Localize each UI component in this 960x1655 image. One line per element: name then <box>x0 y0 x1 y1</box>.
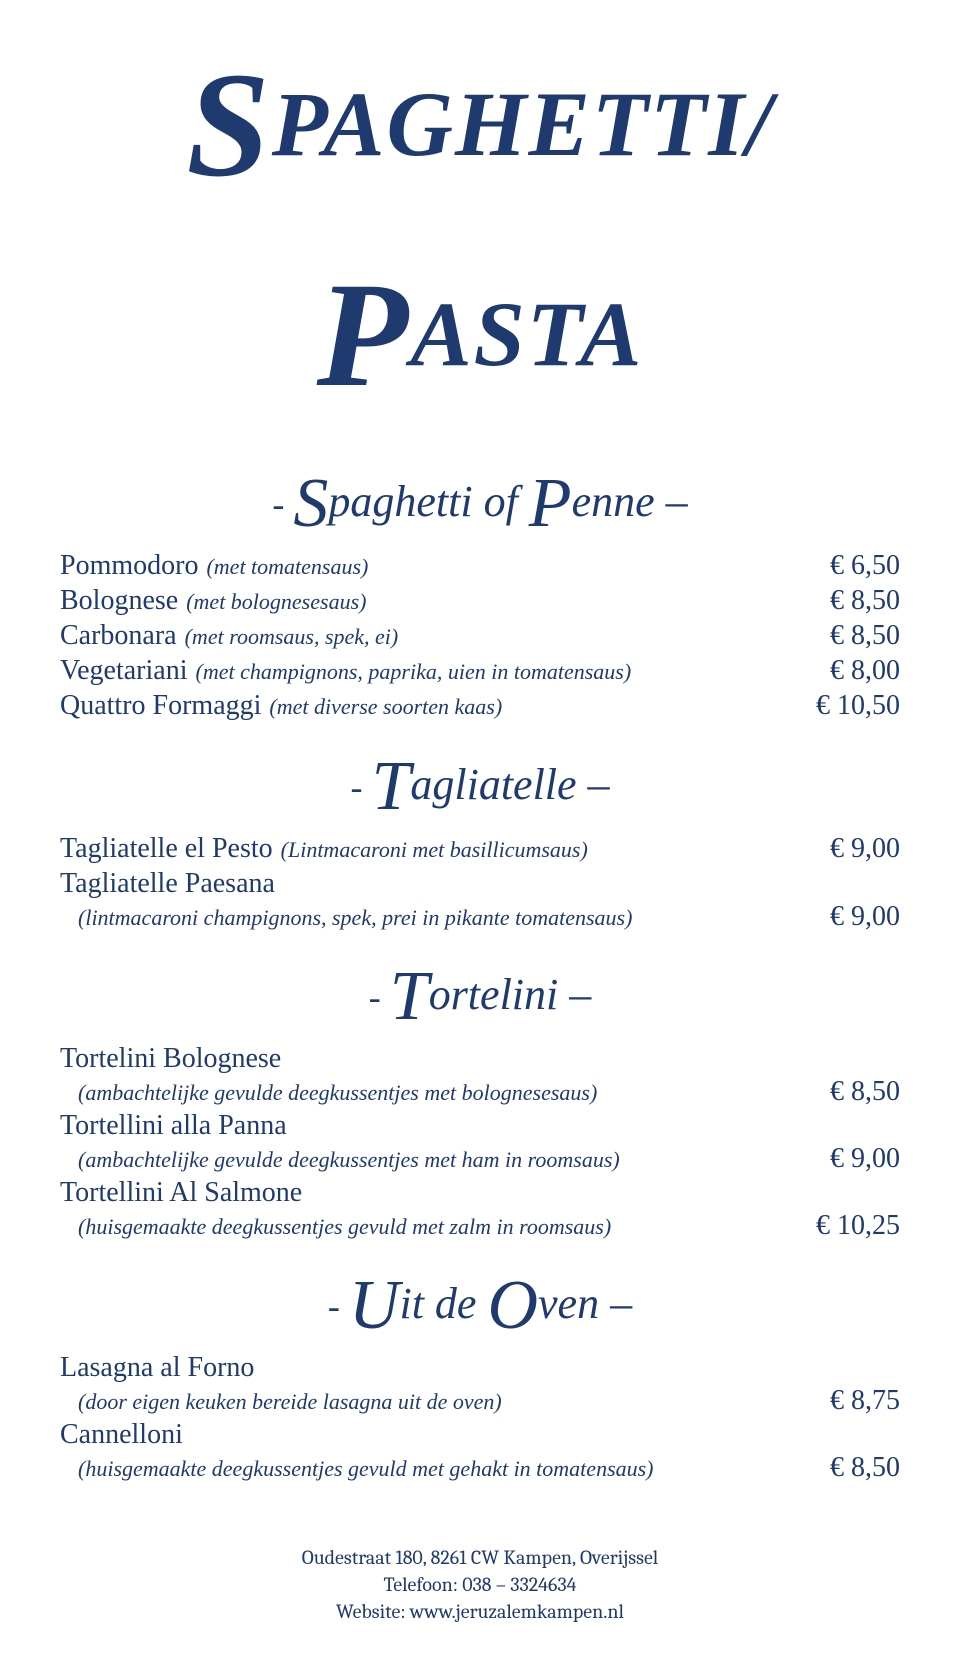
section-heading: ‐ Tortelini – <box>60 957 900 1037</box>
menu-item: Vegetariani (met champignons, paprika, ui… <box>60 653 900 688</box>
item-price: € 8,75 <box>810 1385 900 1417</box>
menu-item: Tortelini Bolognese <box>60 1041 900 1076</box>
item-desc: (met tomatensaus) <box>206 553 368 582</box>
item-name: Carbonara <box>60 618 177 653</box>
menu-item-detail: (ambachtelijke gevulde deegkussentjes me… <box>60 1076 900 1108</box>
item-name: Cannelloni <box>60 1417 183 1452</box>
menu-item: Tortellini Al Salmone <box>60 1175 900 1210</box>
item-desc: (huisgemaakte deegkussentjes gevuld met … <box>60 1455 810 1484</box>
menu-item-detail: (huisgemaakte deegkussentjes gevuld met … <box>60 1452 900 1484</box>
menu-item: Carbonara (met roomsaus, spek, ei) € 8,50 <box>60 618 900 653</box>
item-price: € 6,50 <box>810 550 900 582</box>
menu-item: Pommodoro (met tomatensaus) € 6,50 <box>60 548 900 583</box>
item-price: € 8,50 <box>810 585 900 617</box>
menu-item: Bolognese (met bolognesesaus) € 8,50 <box>60 583 900 618</box>
item-price: € 9,00 <box>810 901 900 933</box>
footer-website: Website: www.jeruzalemkampen.nl <box>60 1598 900 1625</box>
item-desc: (door eigen keuken bereide lasagna uit d… <box>60 1388 810 1417</box>
footer-phone: Telefoon: 038 – 3324634 <box>60 1571 900 1598</box>
item-price: € 10,50 <box>796 690 900 722</box>
item-price: € 8,50 <box>810 1076 900 1108</box>
item-desc: (ambachtelijke gevulde deegkussentjes me… <box>60 1079 810 1108</box>
menu-item: Lasagna al Forno <box>60 1350 900 1385</box>
menu-item-detail: (ambachtelijke gevulde deegkussentjes me… <box>60 1143 900 1175</box>
item-desc: (met roomsaus, spek, ei) <box>185 623 399 652</box>
item-name: Vegetariani <box>60 653 188 688</box>
item-name: Tortelini Bolognese <box>60 1041 281 1076</box>
item-price: € 10,25 <box>796 1210 900 1242</box>
menu-item-detail: (door eigen keuken bereide lasagna uit d… <box>60 1385 900 1417</box>
item-name: Lasagna al Forno <box>60 1350 254 1385</box>
item-name: Pommodoro <box>60 548 198 583</box>
menu-item: Cannelloni <box>60 1417 900 1452</box>
item-desc: (met champignons, paprika, uien in tomat… <box>196 658 632 687</box>
item-price: € 8,00 <box>810 655 900 687</box>
item-name: Tagliatelle Paesana <box>60 866 275 901</box>
menu-sections: ‐ Spaghetti of Penne – Pommodoro (met toma… <box>60 464 900 1484</box>
item-name: Tortellini Al Salmone <box>60 1175 302 1210</box>
item-price: € 8,50 <box>810 1452 900 1484</box>
item-name: Tagliatelle el Pesto <box>60 831 273 866</box>
item-price: € 9,00 <box>810 1143 900 1175</box>
item-desc: (huisgemaakte deegkussentjes gevuld met … <box>60 1213 796 1242</box>
item-price: € 9,00 <box>810 833 900 865</box>
footer-address: Oudestraat 180, 8261 CW Kampen, Overijss… <box>60 1544 900 1571</box>
title-rest-2: ASTA <box>410 283 643 385</box>
menu-item: Tortellini alla Panna <box>60 1108 900 1143</box>
item-name: Bolognese <box>60 583 178 618</box>
menu-item: Tagliatelle el Pesto (Lintmacaroni met ba… <box>60 831 900 866</box>
item-price: € 8,50 <box>810 620 900 652</box>
title-rest-1: PAGHETTI/ <box>272 73 774 175</box>
menu-item: Tagliatelle Paesana <box>60 866 900 901</box>
item-desc: (Lintmacaroni met basillicumsaus) <box>281 836 588 865</box>
item-desc: (lintmacaroni champignons, spek, prei in… <box>60 904 810 933</box>
page-title: SPAGHETTI/ PASTA <box>60 20 900 440</box>
item-desc: (met diverse soorten kaas) <box>269 693 502 722</box>
item-desc: (met bolognesesaus) <box>186 588 366 617</box>
footer: Oudestraat 180, 8261 CW Kampen, Overijss… <box>60 1544 900 1625</box>
title-cap-2: P <box>317 252 411 418</box>
item-name: Tortellini alla Panna <box>60 1108 287 1143</box>
section-heading: ‐ Spaghetti of Penne – <box>60 464 900 544</box>
menu-item-detail: (huisgemaakte deegkussentjes gevuld met … <box>60 1210 900 1242</box>
menu-item: Quattro Formaggi (met diverse soorten kaa… <box>60 688 900 723</box>
title-cap-1: S <box>186 42 271 208</box>
item-name: Quattro Formaggi <box>60 688 261 723</box>
section-heading: ‐ Uit de Oven – <box>60 1266 900 1346</box>
item-desc: (ambachtelijke gevulde deegkussentjes me… <box>60 1146 810 1175</box>
section-heading: ‐ Tagliatelle – <box>60 747 900 827</box>
menu-page: SPAGHETTI/ PASTA ‐ Spaghetti of Penne – P… <box>0 0 960 1655</box>
menu-item-detail: (lintmacaroni champignons, spek, prei in… <box>60 901 900 933</box>
